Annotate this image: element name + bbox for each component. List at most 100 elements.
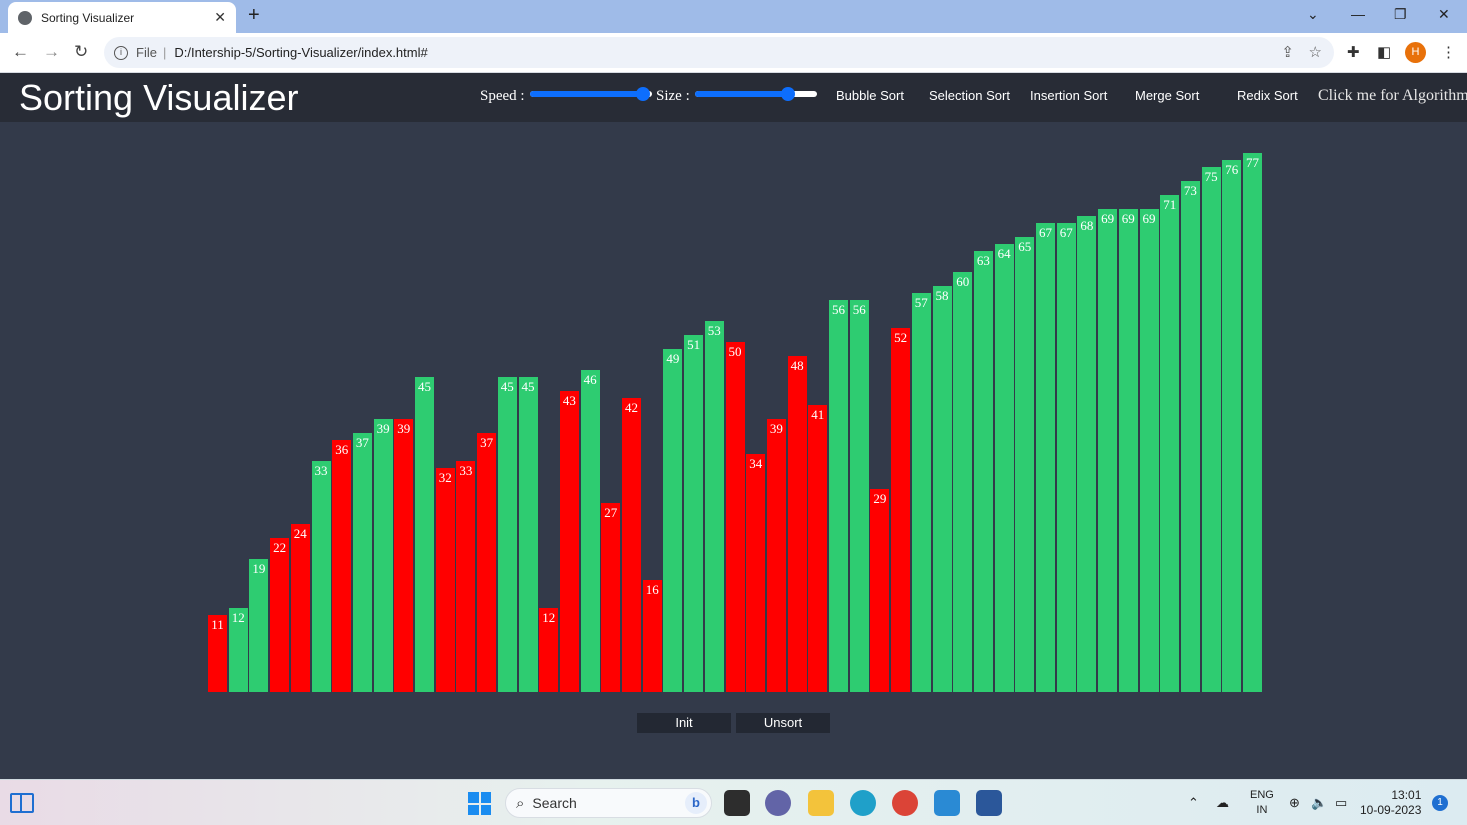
bar: 67 bbox=[1036, 223, 1055, 692]
bar-value-label: 37 bbox=[355, 435, 369, 450]
extensions-icon[interactable]: ✚ bbox=[1347, 44, 1360, 61]
menu-kebab-icon[interactable]: ⋮ bbox=[1441, 44, 1456, 61]
bar-value-label: 33 bbox=[314, 463, 328, 478]
algorithm-info-link[interactable]: Click me for Algorithm! bbox=[1318, 87, 1467, 104]
new-tab-button[interactable]: + bbox=[248, 4, 260, 26]
battery-icon[interactable]: ▭ bbox=[1335, 795, 1348, 810]
bar: 67 bbox=[1056, 223, 1076, 692]
bar: 58 bbox=[932, 286, 952, 692]
volume-icon[interactable]: 🔈 bbox=[1311, 795, 1328, 810]
widgets-icon[interactable] bbox=[10, 793, 34, 813]
bar-value-label: 11 bbox=[211, 617, 224, 632]
bar-value-label: 12 bbox=[231, 610, 245, 625]
speed-slider-knob[interactable] bbox=[636, 87, 651, 101]
search-icon: ⌕ bbox=[516, 794, 525, 812]
bar: 75 bbox=[1201, 167, 1221, 692]
side-panel-icon[interactable]: ◧ bbox=[1377, 44, 1392, 61]
bar: 43 bbox=[559, 391, 579, 692]
network-icon[interactable]: ⊕ bbox=[1289, 795, 1300, 810]
restore-icon[interactable]: ❐ bbox=[1394, 6, 1407, 22]
bar: 46 bbox=[580, 370, 600, 692]
bar: 68 bbox=[1077, 216, 1097, 692]
forward-icon[interactable]: → bbox=[43, 42, 60, 61]
file-explorer-icon[interactable] bbox=[808, 790, 834, 816]
vscode-icon[interactable] bbox=[934, 790, 960, 816]
share-icon[interactable]: ⇪ bbox=[1281, 44, 1294, 61]
reload-icon[interactable]: ↻ bbox=[74, 42, 89, 61]
tab-search-icon[interactable]: ⌄ bbox=[1307, 6, 1319, 22]
size-slider-knob[interactable] bbox=[780, 87, 795, 101]
merge-sort-button[interactable]: Merge Sort bbox=[1135, 88, 1200, 103]
info-icon[interactable]: i bbox=[114, 45, 128, 60]
chevron-up-icon[interactable]: ⌃ bbox=[1188, 795, 1199, 810]
speed-slider-fill bbox=[530, 91, 644, 97]
bar: 29 bbox=[870, 489, 890, 692]
chrome-icon[interactable] bbox=[892, 790, 918, 816]
bar-value-label: 56 bbox=[832, 302, 845, 317]
selection-sort-button[interactable]: Selection Sort bbox=[929, 88, 1010, 103]
redix-sort-button[interactable]: Redix Sort bbox=[1237, 88, 1298, 103]
minimize-icon[interactable]: — bbox=[1351, 6, 1365, 22]
bar: 37 bbox=[352, 433, 372, 692]
bar-value-label: 73 bbox=[1183, 183, 1197, 198]
bar-value-label: 52 bbox=[894, 330, 908, 345]
edge-icon[interactable] bbox=[850, 790, 876, 816]
bar-value-label: 76 bbox=[1225, 162, 1239, 177]
teams-chat-icon[interactable] bbox=[765, 790, 791, 816]
url-text[interactable]: D:/Intership-5/Sorting-Visualizer/index.… bbox=[174, 45, 428, 60]
bar-value-label: 16 bbox=[645, 582, 659, 597]
system-clock[interactable]: 13:01 10-09-2023 bbox=[1360, 788, 1421, 818]
profile-avatar[interactable]: H bbox=[1405, 42, 1426, 63]
search-placeholder: Search bbox=[532, 795, 577, 811]
bar: 32 bbox=[435, 468, 455, 692]
bar-value-label: 22 bbox=[273, 540, 287, 555]
bar-value-label: 39 bbox=[769, 421, 783, 436]
word-icon[interactable] bbox=[976, 790, 1002, 816]
bar: 69 bbox=[1139, 209, 1159, 692]
browser-toolbar: ← → ↻ i File | D:/Intership-5/Sorting-Vi… bbox=[0, 33, 1467, 73]
insertion-sort-button[interactable]: Insertion Sort bbox=[1030, 88, 1108, 103]
bubble-sort-button[interactable]: Bubble Sort bbox=[836, 88, 904, 103]
taskbar-search[interactable]: ⌕ Search b bbox=[505, 788, 712, 818]
bar-value-label: 53 bbox=[707, 323, 721, 338]
bar: 24 bbox=[290, 524, 310, 692]
bar-value-label: 56 bbox=[852, 302, 866, 317]
bar: 34 bbox=[746, 454, 766, 692]
bar-value-label: 77 bbox=[1246, 155, 1259, 170]
language-indicator[interactable]: ENG IN bbox=[1250, 788, 1274, 818]
speed-slider[interactable] bbox=[530, 87, 652, 101]
notification-badge[interactable]: 1 bbox=[1432, 795, 1448, 811]
bar: 16 bbox=[642, 580, 662, 692]
close-window-icon[interactable]: ✕ bbox=[1438, 6, 1450, 22]
clock-time: 13:01 bbox=[1391, 788, 1422, 802]
bar-value-label: 67 bbox=[1059, 225, 1073, 240]
bar-value-label: 57 bbox=[914, 295, 928, 310]
bar-value-label: 69 bbox=[1121, 211, 1135, 226]
bookmark-star-icon[interactable]: ☆ bbox=[1308, 44, 1322, 61]
bar-value-label: 67 bbox=[1039, 225, 1052, 240]
onedrive-icon[interactable]: ☁ bbox=[1216, 795, 1229, 810]
bar-value-label: 36 bbox=[335, 442, 349, 457]
back-icon[interactable]: ← bbox=[12, 42, 29, 61]
bar: 63 bbox=[973, 251, 993, 692]
bar: 69 bbox=[1098, 209, 1118, 692]
task-view-icon[interactable] bbox=[724, 790, 750, 816]
bar-value-label: 45 bbox=[521, 379, 535, 394]
browser-tab[interactable]: Sorting Visualizer ✕ bbox=[8, 2, 236, 33]
address-bar[interactable]: i File | D:/Intership-5/Sorting-Visualiz… bbox=[104, 37, 1334, 68]
bar: 73 bbox=[1180, 181, 1200, 692]
globe-icon bbox=[18, 10, 32, 25]
bar: 49 bbox=[663, 349, 683, 692]
size-slider[interactable] bbox=[695, 87, 817, 101]
unsort-button[interactable]: Unsort bbox=[736, 713, 830, 733]
bar: 77 bbox=[1243, 153, 1262, 692]
bar-value-label: 69 bbox=[1101, 211, 1115, 226]
bar: 12 bbox=[228, 608, 248, 692]
start-icon[interactable] bbox=[468, 792, 491, 815]
bar: 45 bbox=[415, 377, 434, 692]
bing-icon[interactable]: b bbox=[685, 792, 707, 814]
bar: 50 bbox=[725, 342, 745, 692]
bar: 11 bbox=[208, 615, 227, 692]
init-button[interactable]: Init bbox=[637, 713, 731, 733]
close-tab-icon[interactable]: ✕ bbox=[214, 9, 226, 25]
